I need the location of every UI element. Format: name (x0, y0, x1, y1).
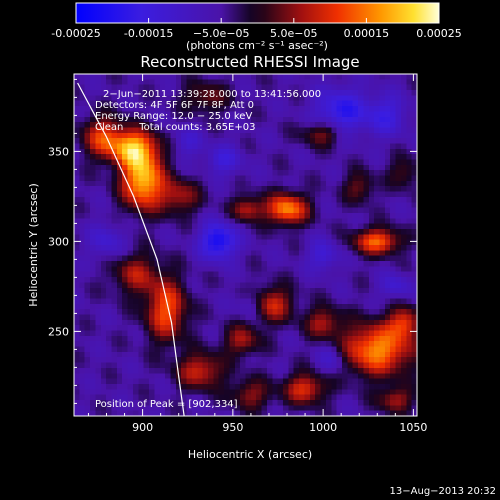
y-tick-label: 250 (48, 325, 69, 338)
x-tick-label: 1000 (309, 421, 337, 434)
y-tick-label: 300 (48, 235, 69, 248)
x-tick-label: 950 (222, 421, 243, 434)
plot-frame (73, 73, 418, 417)
colorbar-tick-label: −5.0e−05 (193, 27, 250, 40)
chart-title: Reconstructed RHESSI Image (140, 53, 359, 71)
annotation-time-range: 2−Jun−2011 13:39:28.000 to 13:41:56.000 (103, 89, 321, 100)
y-axis-label: Heliocentric Y (arcsec) (27, 183, 40, 307)
solar-limb-curve (77, 82, 185, 416)
x-tick-label: 1050 (399, 421, 427, 434)
annotation-detectors: Detectors: 4F 5F 6F 7F 8F, Att 0 (95, 100, 254, 111)
colorbar-ticks: -0.00025 -0.00015 −5.0e−05 5.0e−05 0.00015 0.… (51, 18, 462, 40)
colorbar-gradient (75, 2, 440, 24)
annotation-peak-position: Position of Peak = [902,334] (95, 399, 238, 410)
annotation-energy-range: Energy Range: 12.0 − 25.0 keV (95, 111, 252, 122)
heatmap-image (74, 74, 417, 416)
x-tick-label: 900 (132, 421, 153, 434)
colorbar-tick-label: 5.0e−05 (270, 27, 317, 40)
x-axis-ticks: 900 950 1000 1050 (87, 74, 427, 434)
footer-timestamp: 13−Aug−2013 20:32 (390, 486, 496, 497)
annotation-clean-counts: Clean Total counts: 3.65E+03 (95, 122, 255, 133)
x-axis-label: Heliocentric X (arcsec) (188, 448, 312, 461)
observation-annotations: 2−Jun−2011 13:39:28.000 to 13:41:56.000 … (95, 89, 321, 410)
colorbar-tick-label: 0.00025 (416, 27, 462, 40)
colorbar-unit-label: (photons cm⁻² s⁻¹ asec⁻²) (186, 39, 328, 52)
plot-area: 900 950 1000 1050 250 300 350 (48, 73, 427, 434)
y-tick-label: 350 (48, 145, 69, 158)
y-axis-ticks: 250 300 350 (48, 78, 417, 404)
colorbar: -0.00025 -0.00015 −5.0e−05 5.0e−05 0.00015 0.… (51, 2, 462, 52)
colorbar-tick-label: -0.00015 (124, 27, 173, 40)
colorbar-tick-label: -0.00025 (51, 27, 100, 40)
colorbar-tick-label: 0.00015 (344, 27, 390, 40)
